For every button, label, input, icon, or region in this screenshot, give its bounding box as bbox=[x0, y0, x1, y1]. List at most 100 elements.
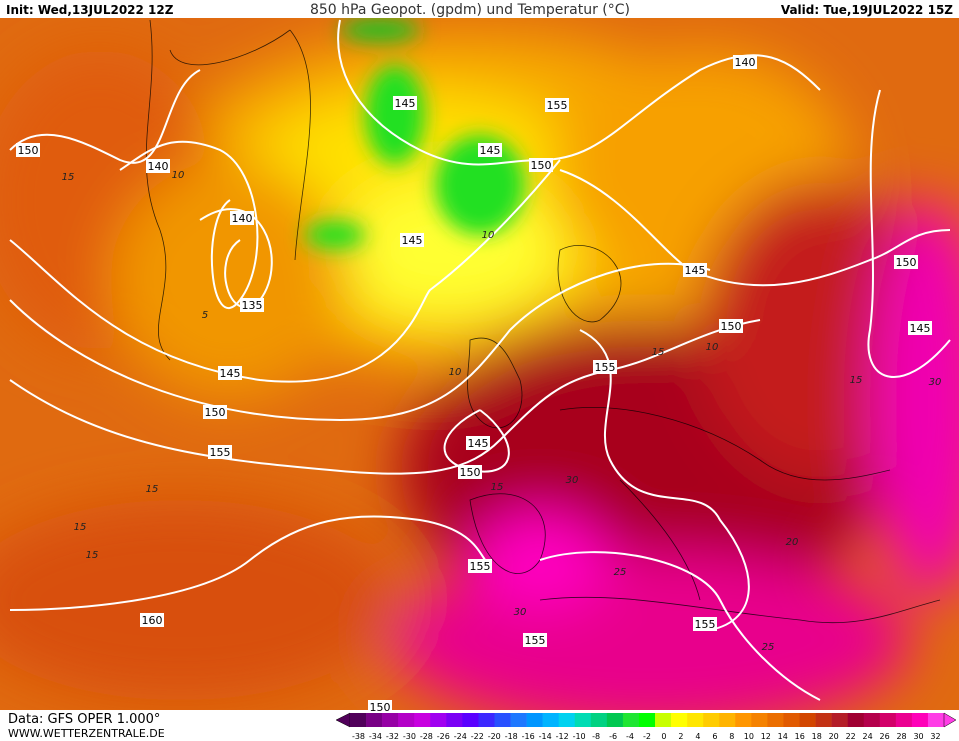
label-box bbox=[593, 360, 617, 374]
colorbar-label: -12 bbox=[556, 732, 569, 741]
geopotential-value: 150 bbox=[205, 406, 226, 419]
temperature-value: 15 bbox=[850, 375, 863, 386]
label-box bbox=[203, 405, 227, 419]
temperature-value: 5 bbox=[202, 310, 208, 321]
geopotential-value: 155 bbox=[695, 618, 716, 631]
colorbar-label: 26 bbox=[880, 732, 890, 741]
colorbar-label: 18 bbox=[812, 732, 822, 741]
colorbar-swatch bbox=[638, 713, 656, 727]
geopotential-label: 160 bbox=[140, 613, 164, 627]
colorbar: -38 -34 -32 -30 -28 -26 -24 -22 -20 -18 -16 -14 -12-… bbox=[335, 712, 957, 741]
label-box bbox=[140, 613, 164, 627]
colorbar-swatch bbox=[494, 713, 511, 727]
colorbar-label: 16 bbox=[795, 732, 805, 741]
geopotential-label: 135 bbox=[240, 298, 264, 312]
colorbar-swatch bbox=[574, 713, 592, 727]
colorbar-swatch bbox=[703, 713, 720, 727]
colorbar-swatch bbox=[542, 713, 560, 727]
website: WWW.WETTERZENTRALE.DE bbox=[8, 727, 165, 740]
geopotential-value: 145 bbox=[685, 264, 706, 277]
colorbar-label: -10 bbox=[573, 732, 586, 741]
init-time: Init: Wed,13JUL2022 12Z bbox=[6, 3, 174, 17]
geopotential-label: 150 bbox=[203, 405, 227, 419]
label-box bbox=[393, 96, 417, 110]
geopotential-value: 135 bbox=[242, 299, 263, 312]
temperature-value: 10 bbox=[172, 170, 185, 181]
geopotential-value: 160 bbox=[142, 614, 163, 627]
colorbar-label: -32 bbox=[386, 732, 399, 741]
colorbar-label: -34 bbox=[369, 732, 382, 741]
colorbar-label: 30 bbox=[913, 732, 923, 741]
colorbar-label: -16 bbox=[522, 732, 535, 741]
colorbar-swatch bbox=[526, 713, 543, 727]
colorbar-swatch bbox=[446, 713, 463, 727]
temperature-value: 10 bbox=[482, 230, 495, 241]
geopotential-label: 145 bbox=[466, 436, 490, 450]
geopotential-value: 150 bbox=[896, 256, 917, 269]
colorbar-label: 0 bbox=[661, 732, 666, 741]
geopotential-label: 140 bbox=[733, 55, 757, 69]
colorbar-label: -4 bbox=[626, 732, 634, 741]
label-box bbox=[693, 617, 717, 631]
colorbar-swatch bbox=[606, 713, 624, 727]
geopotential-value: 145 bbox=[220, 367, 241, 380]
label-box bbox=[523, 633, 547, 647]
geopotential-label: 145 bbox=[908, 321, 932, 335]
colorbar-label: -30 bbox=[403, 732, 416, 741]
label-box bbox=[466, 436, 490, 450]
temperature-value: 20 bbox=[786, 537, 799, 548]
label-box bbox=[478, 143, 502, 157]
colorbar-swatch bbox=[622, 713, 640, 727]
colorbar-label: 20 bbox=[829, 732, 839, 741]
geopotential-value: 155 bbox=[547, 99, 568, 112]
colorbar-label: 8 bbox=[729, 732, 734, 741]
geopotential-value: 150 bbox=[370, 701, 391, 714]
colorbar-label: 22 bbox=[846, 732, 856, 741]
geopotential-value: 145 bbox=[402, 234, 423, 247]
geopotential-label: 150 bbox=[16, 143, 40, 157]
colorbar-label: 28 bbox=[896, 732, 906, 741]
geopotential-label: 155 bbox=[545, 98, 569, 112]
temperature-value: 15 bbox=[652, 347, 665, 358]
colorbar-label: -18 bbox=[505, 732, 518, 741]
colorbar-swatch bbox=[783, 713, 800, 727]
colorbar-label: -38 bbox=[352, 732, 365, 741]
colorbar-swatch bbox=[751, 713, 768, 727]
colorbar-swatch bbox=[719, 713, 736, 727]
colorbar-swatch bbox=[350, 713, 367, 727]
colorbar-label: 12 bbox=[761, 732, 771, 741]
colorbar-swatch bbox=[558, 713, 576, 727]
colorbar-label: -26 bbox=[437, 732, 450, 741]
colorbar-label: 2 bbox=[678, 732, 683, 741]
label-box bbox=[545, 98, 569, 112]
colorbar-swatch bbox=[462, 713, 479, 727]
colorbar-swatch bbox=[847, 713, 865, 727]
geopotential-label: 150 bbox=[529, 158, 553, 172]
colorbar-swatch bbox=[863, 713, 881, 727]
colorbar-swatch bbox=[671, 713, 688, 727]
temperature-value: 10 bbox=[706, 342, 719, 353]
colorbar-swatch bbox=[590, 713, 608, 727]
geopotential-value: 155 bbox=[470, 560, 491, 573]
temperature-value: 15 bbox=[74, 522, 87, 533]
colorbar-swatch bbox=[382, 713, 399, 727]
geopotential-value: 150 bbox=[460, 466, 481, 479]
label-box bbox=[683, 263, 707, 277]
geopotential-label: 140 bbox=[230, 211, 254, 225]
label-box bbox=[468, 559, 492, 573]
colorbar-label: 14 bbox=[778, 732, 788, 741]
label-box bbox=[208, 445, 232, 459]
label-box bbox=[908, 321, 932, 335]
colorbar-label: -14 bbox=[539, 732, 552, 741]
geopotential-value: 155 bbox=[525, 634, 546, 647]
geopotential-label: 145 bbox=[393, 96, 417, 110]
colorbar-arrow-left bbox=[335, 712, 351, 728]
colorbar-label: -28 bbox=[420, 732, 433, 741]
colorbar-label: -2 bbox=[643, 732, 651, 741]
geopotential-label: 150 bbox=[894, 255, 918, 269]
label-box bbox=[529, 158, 553, 172]
colorbar-swatch bbox=[927, 713, 945, 727]
geopotential-value: 140 bbox=[735, 56, 756, 69]
geopotential-label: 145 bbox=[218, 366, 242, 380]
